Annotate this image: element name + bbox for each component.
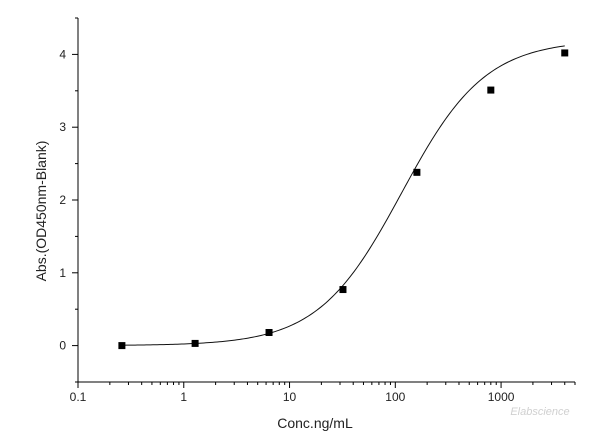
data-point [191,339,199,347]
plot-area: 0.1 1 10 100 1000 0 1 2 3 4 [59,17,576,404]
x-tick-label: 0.1 [70,390,87,404]
x-axis-title: Conc.ng/mL [277,415,353,431]
y-tick-label: 4 [59,47,66,61]
data-point [118,342,126,350]
data-point [339,286,347,294]
fit-curve [121,45,565,346]
data-point [487,86,495,94]
y-tick-label: 2 [59,193,66,207]
y-axis-title: Abs.(OD450nm-Blank) [33,141,49,282]
x-tick-label: 100 [385,390,405,404]
watermark: Elabscience [510,406,569,418]
y-tick-label: 0 [59,339,66,353]
data-point [265,328,273,336]
x-tick-label: 1 [180,390,187,404]
y-tick-label: 1 [59,266,66,280]
data-point [413,168,421,176]
y-tick-label: 3 [59,120,66,134]
x-tick-label: 10 [283,390,297,404]
x-tick-label: 1000 [488,390,515,404]
data-point [561,49,569,57]
